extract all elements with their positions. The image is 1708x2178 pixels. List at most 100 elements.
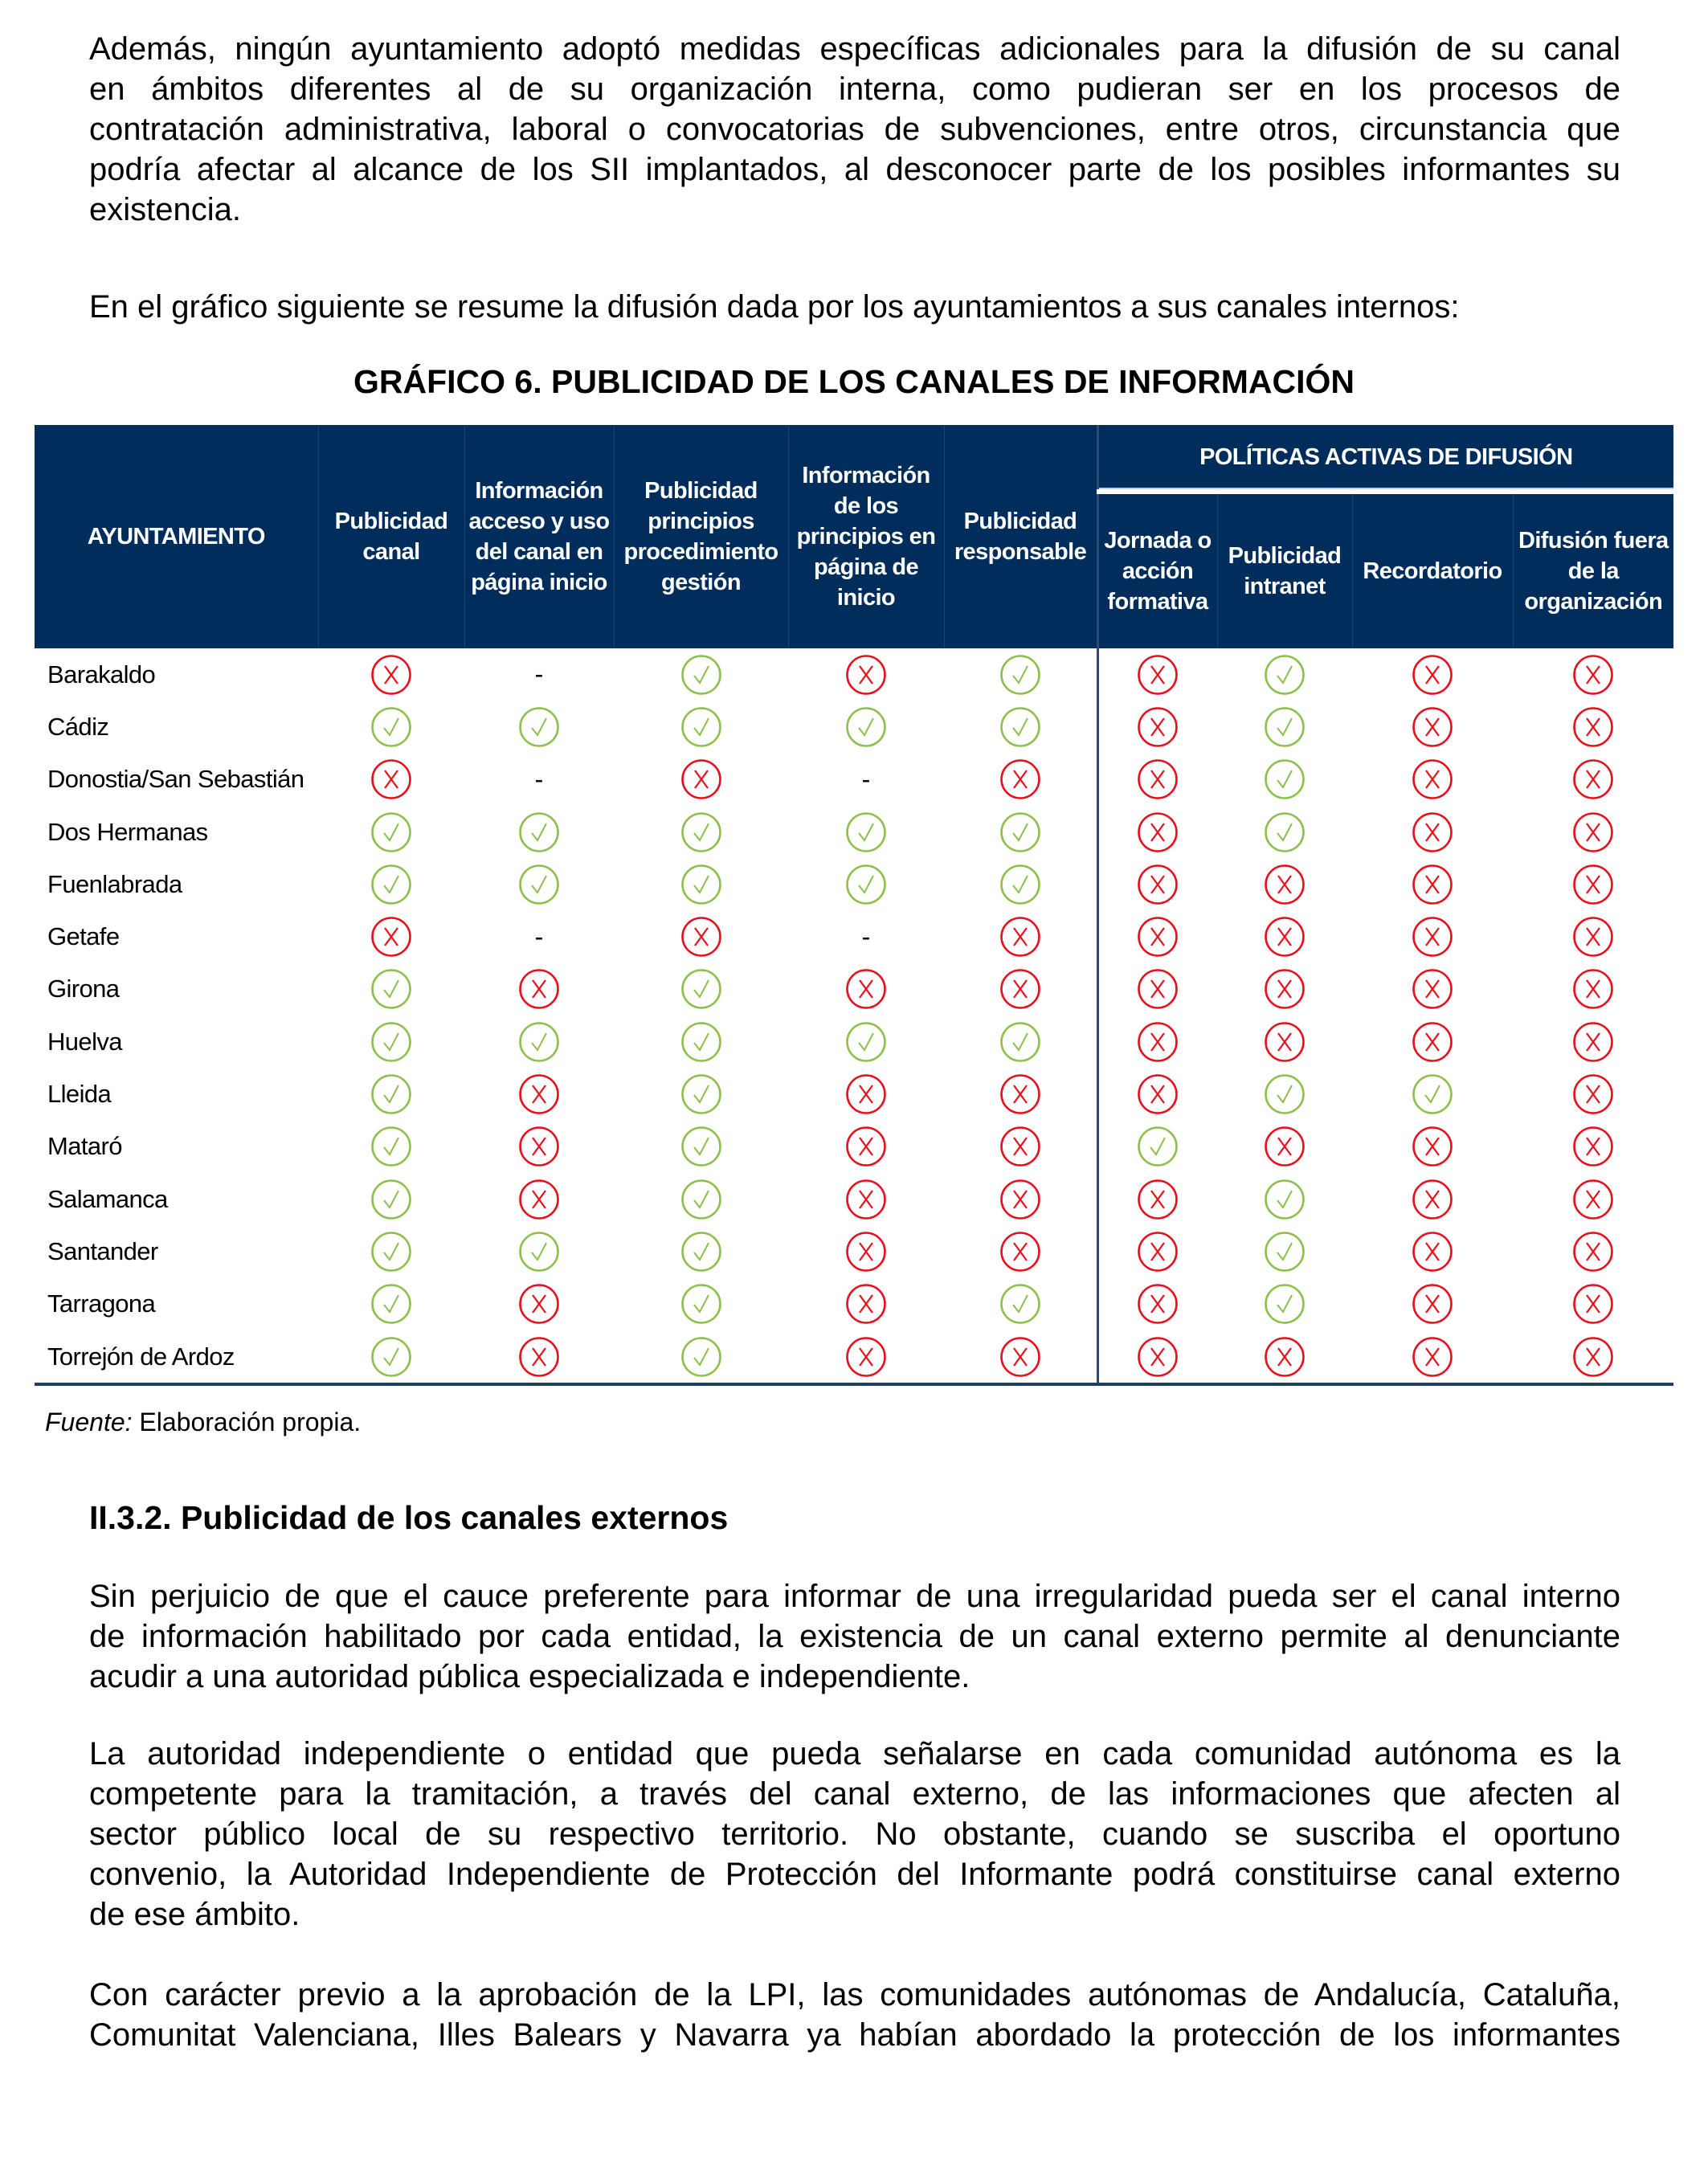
check-circle-icon: [519, 707, 559, 747]
cross-circle-icon: [1573, 1284, 1613, 1325]
cross-circle-icon: [1573, 1021, 1613, 1062]
table-row: Fuenlabrada: [35, 858, 1673, 911]
header-info-principios: Información de los principios en página …: [787, 425, 944, 648]
check-circle-icon: [999, 654, 1040, 695]
check-circle-icon: [371, 707, 411, 747]
table-cell: [1513, 858, 1673, 910]
cross-circle-icon: [1138, 1179, 1179, 1220]
cross-circle-icon: [1573, 1232, 1613, 1272]
table-cell: [464, 1173, 614, 1225]
table-cell: [318, 1068, 464, 1120]
table-cell: [1513, 1068, 1673, 1120]
table-cell: [1096, 805, 1217, 859]
table-cell: [614, 1330, 788, 1387]
text-line: contratación administrativa, laboral o c…: [89, 112, 1620, 147]
table-cell: [614, 701, 788, 753]
table-cell: [944, 963, 1097, 1015]
table-cell: [318, 754, 464, 806]
table-cell: [944, 1068, 1097, 1120]
cross-circle-icon: [1138, 969, 1179, 1010]
cross-circle-icon: [1412, 811, 1453, 852]
cross-circle-icon: [1265, 969, 1305, 1010]
table-row: Torrejón de Ardoz: [35, 1330, 1674, 1387]
text-line: de ese ámbito.: [89, 1897, 300, 1932]
table-cell: [614, 910, 788, 962]
table-cell: -: [464, 754, 614, 806]
not-applicable-dash: -: [534, 921, 544, 951]
table-cell: [1513, 648, 1673, 701]
check-circle-icon: [999, 1021, 1040, 1062]
check-circle-icon: [1265, 1232, 1305, 1272]
table-cell: [788, 858, 944, 910]
paragraph-1: Además, ningún ayuntamiento adoptó medid…: [89, 29, 1620, 230]
table-cell: [318, 910, 464, 962]
table-cell: [1217, 648, 1352, 701]
check-circle-icon: [846, 1021, 886, 1062]
cross-circle-icon: [846, 654, 886, 695]
table-cell: [318, 1225, 464, 1277]
check-circle-icon: [680, 1336, 721, 1377]
text-line: competente para la tramitación, a través…: [89, 1776, 1620, 1812]
check-circle-icon: [680, 969, 721, 1010]
table-cell: [318, 1278, 464, 1330]
table-cell: [788, 1173, 944, 1225]
cross-circle-icon: [371, 759, 411, 800]
table-cell: [464, 963, 614, 1015]
check-circle-icon: [1265, 759, 1305, 800]
cross-circle-icon: [1573, 654, 1613, 695]
table-cell: [788, 1015, 944, 1068]
cross-circle-icon: [680, 917, 721, 957]
table-cell: [1217, 1225, 1352, 1277]
check-circle-icon: [846, 707, 886, 747]
ayuntamiento-name: Santander: [47, 1236, 158, 1265]
cross-circle-icon: [1138, 707, 1179, 747]
table-cell: [464, 1015, 614, 1068]
cross-circle-icon: [680, 759, 721, 800]
text-line: La autoridad independiente o entidad que…: [89, 1736, 1620, 1771]
table-cell: [1352, 1278, 1513, 1330]
table-cell: [1096, 701, 1217, 754]
table-cell: -: [464, 910, 614, 962]
cross-circle-icon: [1265, 1021, 1305, 1062]
check-circle-icon: [1412, 1074, 1453, 1114]
cross-circle-icon: [1138, 917, 1179, 957]
ayuntamiento-name: Tarragona: [47, 1289, 156, 1318]
paragraph-2: En el gráfico siguiente se resume la dif…: [89, 287, 1620, 327]
cross-circle-icon: [1265, 1126, 1305, 1167]
check-circle-icon: [371, 969, 411, 1010]
table-cell: [1352, 1173, 1513, 1225]
table-cell: [318, 1015, 464, 1068]
table-cell: [318, 806, 464, 858]
table-cell: [1096, 910, 1217, 963]
table-cell: [1217, 806, 1352, 858]
table-cell: [1352, 1015, 1513, 1068]
cross-circle-icon: [519, 1074, 559, 1114]
table-cell: [614, 1173, 788, 1225]
publicity-table: AYUNTAMIENTO Publicidad canal Informació…: [35, 425, 1674, 1387]
table-cell: [1217, 1330, 1352, 1387]
not-applicable-dash: -: [534, 764, 544, 794]
section-heading: II.3.2. Publicidad de los canales extern…: [89, 1499, 729, 1536]
cross-circle-icon: [1138, 654, 1179, 695]
check-circle-icon: [1265, 1179, 1305, 1220]
table-cell: [944, 1278, 1097, 1330]
cross-circle-icon: [999, 1126, 1040, 1167]
table-cell: [318, 1121, 464, 1173]
table-cell: [1096, 648, 1217, 701]
table-cell: [614, 963, 788, 1015]
table-cell: -: [464, 648, 614, 701]
table-row: Barakaldo -: [35, 648, 1673, 701]
text-line: existencia.: [89, 192, 241, 227]
table-cell: [1217, 754, 1352, 806]
ayuntamiento-name: Girona: [47, 975, 120, 1003]
table-cell: [1352, 1121, 1513, 1173]
table-cell: [1217, 1068, 1352, 1120]
table-cell: [614, 754, 788, 806]
header-difusion-fuera: Difusión fuera de la organización: [1512, 492, 1674, 648]
check-circle-icon: [680, 864, 721, 905]
table-row: Donostia/San Sebastián - -: [35, 753, 1673, 806]
cross-circle-icon: [999, 759, 1040, 800]
table-row: Cádiz: [35, 701, 1673, 754]
check-circle-icon: [519, 1021, 559, 1062]
table-cell: [318, 701, 464, 753]
